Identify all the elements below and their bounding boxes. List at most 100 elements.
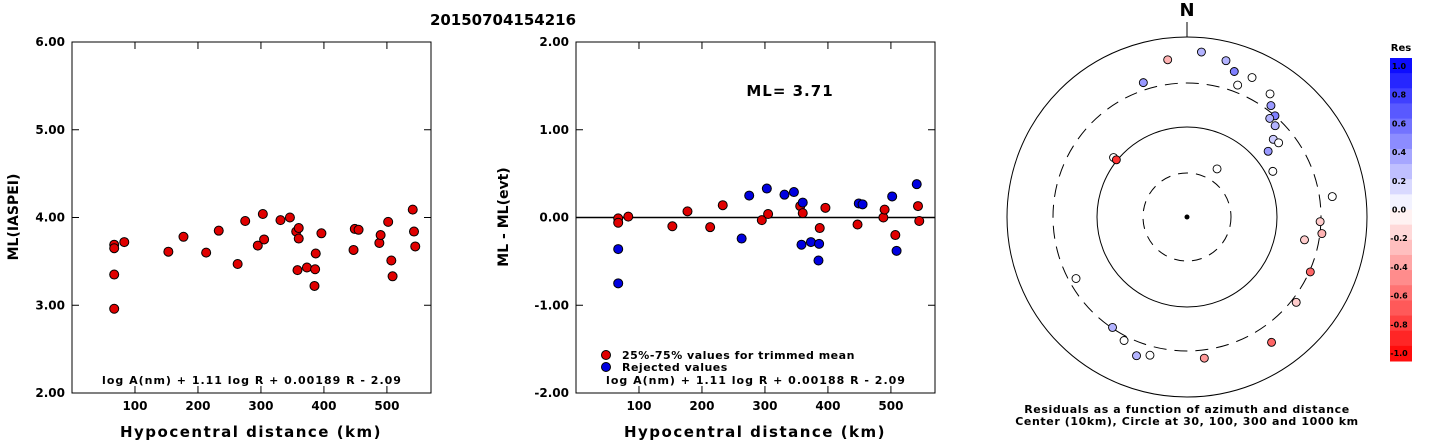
x-tick-label: 400 [311, 399, 336, 413]
station-marker [1132, 351, 1141, 361]
circle-30km [1142, 172, 1232, 262]
colorbar-tick-label: 0.8 [1392, 91, 1407, 100]
y-tick-label: 5.00 [35, 123, 65, 137]
station-marker [1305, 267, 1315, 277]
station-marker [1291, 297, 1301, 307]
colorbar-tick-label: 0.6 [1392, 119, 1407, 128]
data-point [275, 215, 286, 226]
data-point [408, 226, 419, 237]
data-point [252, 240, 263, 251]
plot-frame [71, 41, 432, 394]
x-tick-label: 400 [815, 399, 840, 413]
data-point [796, 239, 807, 250]
x-tick-label: 500 [878, 399, 903, 413]
colorbar-tick-label: 0.2 [1392, 177, 1406, 186]
y-tick-label: 2.00 [539, 35, 569, 49]
station-marker [1300, 235, 1309, 245]
residual-colorbar: Res 1.0 0.8 0.6 0.4 0.2 0.0 -0.2 -0.4 -0.6 -0.8 -1… [1390, 43, 1412, 362]
data-point [779, 189, 790, 200]
data-point [310, 264, 321, 275]
colorbar-swatch [1390, 179, 1412, 195]
data-point [911, 179, 922, 190]
data-point [805, 237, 816, 248]
station-marker [1265, 113, 1275, 123]
colorbar-swatch [1390, 103, 1412, 120]
data-point [857, 199, 868, 210]
station-marker [1111, 155, 1121, 165]
data-point [301, 262, 312, 273]
center-dot [1184, 214, 1190, 220]
colorbar-swatch [1390, 148, 1412, 165]
station-marker [1317, 229, 1327, 239]
colorbar-swatch [1390, 285, 1412, 301]
circle-100km [1096, 126, 1278, 308]
y-tick-label: 1.00 [539, 123, 569, 137]
station-marker [1145, 350, 1155, 360]
data-point [293, 233, 304, 244]
colorbar-swatch [1390, 239, 1412, 256]
data-point [310, 248, 321, 259]
station-marker [1270, 121, 1280, 131]
data-point [109, 269, 120, 280]
azimuth-panel: N Residuals as a function of azimuth and… [1006, 0, 1368, 428]
data-point [879, 204, 890, 215]
x-axis-label: Hypocentral distance (km) [120, 423, 382, 441]
data-point [407, 204, 418, 215]
colorbar-swatch [1390, 133, 1412, 150]
x-tick-label: 300 [248, 399, 273, 413]
y-tick-label: -1.00 [534, 298, 569, 312]
x-axis-label: Hypocentral distance (km) [624, 423, 886, 441]
station-marker [1196, 47, 1206, 57]
data-point [353, 224, 364, 235]
legend-marker-blue [601, 362, 611, 372]
colorbar-swatch [1390, 209, 1412, 226]
data-point [623, 211, 634, 222]
colorbar-swatch [1390, 254, 1412, 271]
station-marker [1163, 55, 1173, 65]
station-marker [1119, 336, 1129, 345]
station-marker [1221, 56, 1231, 66]
data-point [682, 206, 693, 217]
colorbar-swatch [1390, 224, 1412, 241]
circle-300km [1052, 82, 1322, 352]
station-marker [1108, 322, 1117, 332]
y-tick-label: 0.00 [539, 211, 569, 225]
data-point [383, 216, 394, 227]
data-point [386, 255, 397, 266]
data-point [109, 243, 120, 254]
data-point [613, 278, 624, 289]
colorbar-swatch [1390, 73, 1412, 89]
legend-label-rejected: Rejected values [622, 361, 728, 374]
data-point [814, 238, 825, 249]
x-tick-label: 100 [122, 399, 147, 413]
colorbar-tick-label: -0.8 [1390, 320, 1408, 329]
y-tick-label: 6.00 [35, 35, 65, 49]
north-label: N [1179, 0, 1194, 21]
data-point [232, 259, 243, 270]
data-point [797, 197, 808, 208]
data-point [410, 241, 421, 252]
y-tick-label: 3.00 [35, 298, 65, 312]
station-marker [1267, 337, 1276, 347]
y-tick-label: -2.00 [534, 386, 569, 400]
station-marker [1212, 164, 1222, 174]
data-point [756, 215, 767, 226]
data-point [613, 217, 624, 228]
station-marker [1266, 101, 1276, 111]
colorbar-swatch [1390, 315, 1412, 332]
data-point [744, 190, 755, 201]
polar-caption-1: Residuals as a function of azimuth and d… [1024, 403, 1350, 416]
legend-marker-red [601, 350, 611, 360]
data-point [178, 231, 189, 242]
colorbar-tick-label: -1.0 [1390, 349, 1408, 358]
colorbar-swatch [1390, 58, 1412, 74]
y-axis-label: ML - ML(evt) [496, 167, 512, 266]
data-point [213, 225, 224, 236]
station-marker [1247, 73, 1257, 82]
data-point [736, 233, 747, 244]
colorbar-tick-label: 0.4 [1392, 148, 1407, 157]
colorbar-swatch [1390, 194, 1412, 210]
data-point [284, 212, 295, 223]
colorbar-swatch [1390, 118, 1412, 135]
colorbar-tick-label: -0.2 [1390, 234, 1408, 243]
